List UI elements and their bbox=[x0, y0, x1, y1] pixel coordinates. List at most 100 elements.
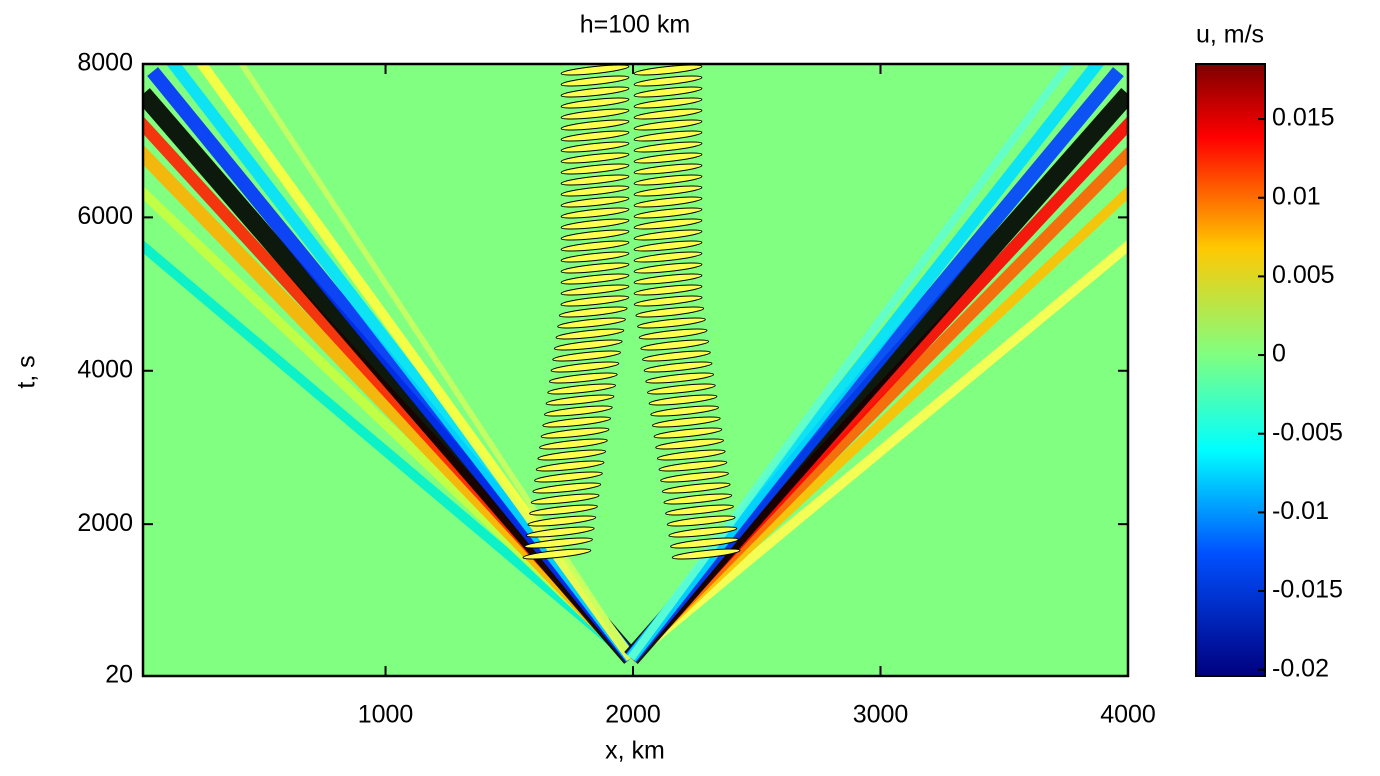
wave-crest bbox=[560, 196, 630, 208]
wave-crest bbox=[560, 207, 630, 219]
wave-crest bbox=[560, 273, 630, 285]
wave-crest bbox=[653, 427, 723, 439]
wave-crest bbox=[557, 317, 626, 329]
wave-crest bbox=[524, 537, 593, 549]
wave-crest bbox=[553, 339, 623, 351]
wave-crest bbox=[560, 218, 630, 230]
chart-title: h=100 km bbox=[580, 11, 691, 39]
y-tick-label: 2000 bbox=[77, 509, 133, 537]
wave-crest bbox=[648, 394, 718, 406]
wave-crest bbox=[633, 229, 703, 241]
colorbar-tick-label: 0.01 bbox=[1272, 182, 1321, 210]
wave-crest bbox=[539, 438, 608, 450]
wave-crest bbox=[661, 482, 731, 494]
wave-crest bbox=[633, 295, 703, 307]
wave-crest bbox=[633, 273, 703, 285]
wave-crest bbox=[560, 119, 630, 131]
wave-crest bbox=[633, 284, 703, 296]
wave-crest bbox=[555, 328, 625, 340]
colorbar-tick-label: 0 bbox=[1272, 340, 1286, 368]
y-tick-label: 20 bbox=[105, 661, 133, 689]
wave-crest bbox=[560, 284, 630, 296]
wave-crest bbox=[560, 141, 630, 153]
y-axis-label: t, s bbox=[13, 355, 41, 388]
wave-crest bbox=[529, 504, 598, 516]
wave-crest bbox=[647, 383, 716, 395]
wave-crest bbox=[633, 130, 703, 142]
wave-band bbox=[143, 239, 635, 662]
wave-crest bbox=[560, 108, 630, 120]
wave-crest bbox=[532, 482, 602, 494]
wave-crest bbox=[645, 372, 715, 384]
wave-crest bbox=[560, 185, 630, 197]
wave-crest bbox=[665, 504, 734, 516]
wave-crest bbox=[535, 460, 605, 472]
colorbar-tick-label: -0.015 bbox=[1272, 576, 1343, 604]
colorbar bbox=[1195, 63, 1266, 677]
wave-crest bbox=[668, 526, 738, 538]
wave-crest bbox=[670, 537, 739, 549]
wave-crest bbox=[633, 97, 703, 109]
wave-crest bbox=[560, 229, 630, 241]
wave-band bbox=[627, 239, 1128, 662]
x-tick-label: 2000 bbox=[605, 701, 661, 729]
wave-crest bbox=[656, 449, 726, 461]
colorbar-tick-label: 0.015 bbox=[1272, 104, 1335, 132]
wave-crest bbox=[663, 493, 733, 505]
wave-crest bbox=[560, 240, 630, 252]
wave-crest bbox=[560, 152, 630, 164]
wave-crest bbox=[530, 493, 600, 505]
x-tick-label: 1000 bbox=[358, 701, 414, 729]
colorbar-label: u, m/s bbox=[1196, 21, 1264, 49]
wave-crest bbox=[651, 416, 721, 428]
wave-crest bbox=[550, 361, 620, 373]
wave-crest bbox=[560, 295, 630, 307]
wave-crest bbox=[540, 427, 610, 439]
wave-crest bbox=[545, 394, 615, 406]
wave-crest bbox=[633, 262, 703, 274]
colorbar-tick-label: -0.01 bbox=[1272, 497, 1329, 525]
y-tick-label: 6000 bbox=[77, 202, 133, 230]
wave-crest bbox=[560, 262, 630, 274]
wave-crest bbox=[547, 383, 616, 395]
x-tick-label: 3000 bbox=[853, 701, 909, 729]
colorbar-tick-label: -0.02 bbox=[1272, 654, 1329, 682]
y-tick-label: 8000 bbox=[77, 49, 133, 77]
wave-crest bbox=[560, 163, 630, 175]
wave-crest bbox=[560, 75, 630, 87]
wave-crest bbox=[635, 306, 705, 318]
wave-crest bbox=[560, 174, 630, 186]
wave-crest bbox=[522, 548, 592, 560]
wave-crest bbox=[633, 174, 703, 186]
wave-crest bbox=[633, 218, 703, 230]
wave-crest bbox=[633, 196, 703, 208]
wave-crest bbox=[633, 64, 703, 76]
wave-crest bbox=[560, 97, 630, 109]
wave-crest bbox=[552, 350, 621, 362]
wave-crest bbox=[534, 471, 603, 483]
wave-crest bbox=[633, 251, 703, 263]
wave-crest bbox=[560, 251, 630, 263]
wave-crest bbox=[560, 64, 630, 76]
wave-crest bbox=[658, 460, 728, 472]
wave-crest bbox=[633, 108, 703, 120]
colorbar-tick-label: 0.005 bbox=[1272, 261, 1335, 289]
x-tick-label: 4000 bbox=[1100, 701, 1156, 729]
wave-crest bbox=[633, 163, 703, 175]
wave-crest bbox=[633, 141, 703, 153]
wave-crest bbox=[633, 185, 703, 197]
wave-crest bbox=[548, 372, 618, 384]
wave-crest bbox=[650, 405, 719, 417]
wave-crest bbox=[558, 306, 628, 318]
wave-crest bbox=[525, 526, 595, 538]
wave-crest bbox=[640, 339, 710, 351]
wave-crest bbox=[633, 152, 703, 164]
contour-field bbox=[143, 64, 1128, 664]
y-tick-label: 4000 bbox=[77, 355, 133, 383]
wave-crest bbox=[544, 405, 613, 417]
colorbar-tick-label: -0.005 bbox=[1272, 418, 1343, 446]
wave-crest bbox=[542, 416, 612, 428]
wave-crest bbox=[660, 471, 729, 483]
wave-crest bbox=[633, 240, 703, 252]
